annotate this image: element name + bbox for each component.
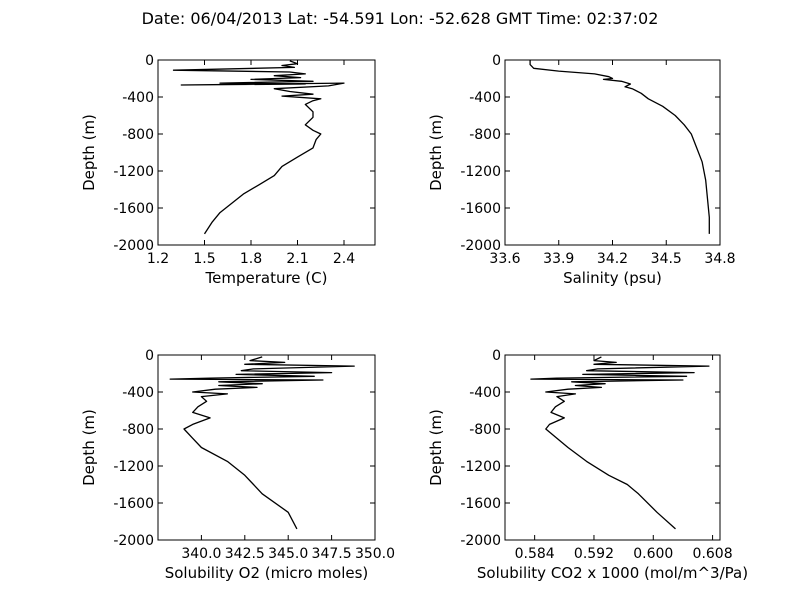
y-tick-label: -1200 [113,459,154,475]
plot-frame [504,354,721,541]
y-tick-label: -1600 [113,496,154,512]
x-tick-label: 0.600 [633,546,673,562]
y-tick-label: -1600 [460,201,501,217]
y-tick-label: -800 [469,422,501,438]
x-tick-label: 0.592 [574,546,614,562]
x-tick-label: 1.5 [193,251,215,267]
x-axis-label: Solubility O2 (micro moles) [165,564,369,582]
y-tick-label: 0 [492,348,501,364]
x-tick-label: 2.1 [286,251,308,267]
series-line-0 [169,356,355,530]
chart-temperature: 1.2 1.5 1.8 2.1 2.4 0 -400 -800 -1200 -1600 -2000 T… [80,53,376,287]
chart-o2-solubility: 340.0 342.5 345.0 347.5 350.0 0 -400 -800 -1200 -… [80,348,395,582]
x-tick-label: 340.0 [181,546,221,562]
chart-co2-solubility: 0.584 0.592 0.600 0.608 0 -400 -800 -1200 -1600 -… [427,348,748,582]
y-axis-label: Depth (m) [427,409,445,486]
y-tick-label: -1200 [113,164,154,180]
y-tick-label: -800 [469,127,501,143]
x-tick-label: 33.9 [543,251,574,267]
y-tick-label: -800 [122,422,154,438]
series-line-0 [529,60,710,234]
y-tick-label: -1200 [460,459,501,475]
x-tick-label: 1.2 [147,251,169,267]
x-axis-label: Salinity (psu) [563,269,662,287]
plot-frame [157,354,376,541]
y-tick-label: -400 [122,90,154,106]
x-tick-label: 34.8 [704,251,735,267]
x-axis-label: Solubility CO2 x 1000 (mol/m^3/Pa) [477,564,748,582]
y-axis-label: Depth (m) [80,114,98,191]
y-tick-label: -2000 [113,533,154,549]
x-tick-label: 342.5 [225,546,265,562]
plot-frame [504,59,721,246]
x-tick-label: 345.0 [268,546,308,562]
y-tick-label: -2000 [113,238,154,254]
y-tick-label: -2000 [460,238,501,254]
chart-panels: 1.2 1.5 1.8 2.1 2.4 0 -400 -800 -1200 -1600 -2000 T… [80,53,748,582]
y-tick-label: -1600 [460,496,501,512]
x-tick-label: 2.4 [333,251,355,267]
x-tick-label: 0.584 [515,546,555,562]
y-tick-label: -2000 [460,533,501,549]
y-tick-label: -400 [469,90,501,106]
x-tick-label: 33.6 [489,251,520,267]
x-tick-label: 34.2 [597,251,628,267]
y-axis-label: Depth (m) [427,114,445,191]
x-tick-label: 347.5 [312,546,352,562]
series-line-0 [530,356,710,530]
y-tick-label: 0 [145,53,154,69]
x-tick-label: 350.0 [355,546,395,562]
x-axis-label: Temperature (C) [205,269,328,287]
y-tick-label: -1600 [113,201,154,217]
x-tick-label: 34.5 [651,251,682,267]
chart-salinity: 33.6 33.9 34.2 34.5 34.8 0 -400 -800 -1200 -1600 -… [427,53,736,287]
x-tick-label: 1.8 [240,251,262,267]
plot-frame [157,59,376,246]
y-tick-label: -1200 [460,164,501,180]
x-tick-label: 0.608 [693,546,733,562]
y-tick-label: 0 [145,348,154,364]
y-tick-label: -400 [122,385,154,401]
y-tick-label: 0 [492,53,501,69]
y-tick-label: -400 [469,385,501,401]
figure-title: Date: 06/04/2013 Lat: -54.591 Lon: -52.6… [141,9,659,28]
y-tick-label: -800 [122,127,154,143]
y-axis-label: Depth (m) [80,409,98,486]
series-line-0 [172,60,345,235]
